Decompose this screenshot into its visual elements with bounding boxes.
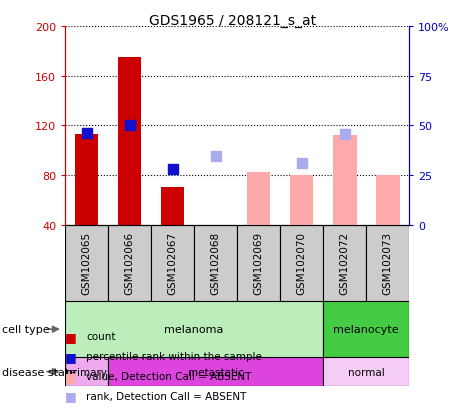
Bar: [376, 176, 399, 225]
Point: [83, 130, 90, 137]
Bar: [65, 357, 108, 386]
Bar: [151, 225, 194, 301]
Bar: [247, 173, 271, 225]
Text: GSM102068: GSM102068: [211, 232, 221, 295]
Text: GSM102073: GSM102073: [383, 232, 393, 295]
Point: [341, 131, 348, 138]
Text: disease state: disease state: [2, 367, 76, 377]
Bar: [194, 225, 237, 301]
Bar: [65, 301, 323, 357]
Bar: [237, 225, 280, 301]
Point: [298, 160, 306, 166]
Bar: [108, 357, 323, 386]
Text: GDS1965 / 208121_s_at: GDS1965 / 208121_s_at: [149, 14, 316, 28]
Bar: [290, 176, 313, 225]
Bar: [323, 301, 409, 357]
Text: cell type: cell type: [2, 324, 50, 335]
Point: [126, 123, 133, 129]
Text: primary: primary: [66, 367, 107, 377]
Bar: [366, 225, 409, 301]
Text: value, Detection Call = ABSENT: value, Detection Call = ABSENT: [86, 371, 252, 381]
Text: metastatic: metastatic: [188, 367, 244, 377]
Bar: [323, 225, 366, 301]
Text: count: count: [86, 332, 115, 342]
Text: melanocyte: melanocyte: [333, 324, 399, 335]
Bar: [108, 225, 151, 301]
Text: ■: ■: [65, 350, 77, 363]
Text: normal: normal: [348, 367, 385, 377]
Text: ■: ■: [65, 370, 77, 383]
Bar: [65, 225, 108, 301]
Bar: [75, 135, 99, 225]
Text: GSM102066: GSM102066: [125, 232, 135, 295]
Text: melanoma: melanoma: [165, 324, 224, 335]
Text: ■: ■: [65, 330, 77, 343]
Text: percentile rank within the sample: percentile rank within the sample: [86, 351, 262, 361]
Point: [212, 154, 219, 160]
Text: ■: ■: [65, 389, 77, 403]
Text: GSM102069: GSM102069: [253, 232, 264, 295]
Point: [169, 166, 176, 173]
Text: rank, Detection Call = ABSENT: rank, Detection Call = ABSENT: [86, 391, 246, 401]
Bar: [161, 188, 185, 225]
Text: GSM102065: GSM102065: [81, 232, 92, 295]
Text: GSM102070: GSM102070: [297, 232, 307, 295]
Bar: [280, 225, 323, 301]
Bar: [333, 136, 357, 225]
Bar: [323, 357, 409, 386]
Text: GSM102067: GSM102067: [167, 232, 178, 295]
Bar: [118, 58, 141, 225]
Text: GSM102072: GSM102072: [339, 232, 350, 295]
